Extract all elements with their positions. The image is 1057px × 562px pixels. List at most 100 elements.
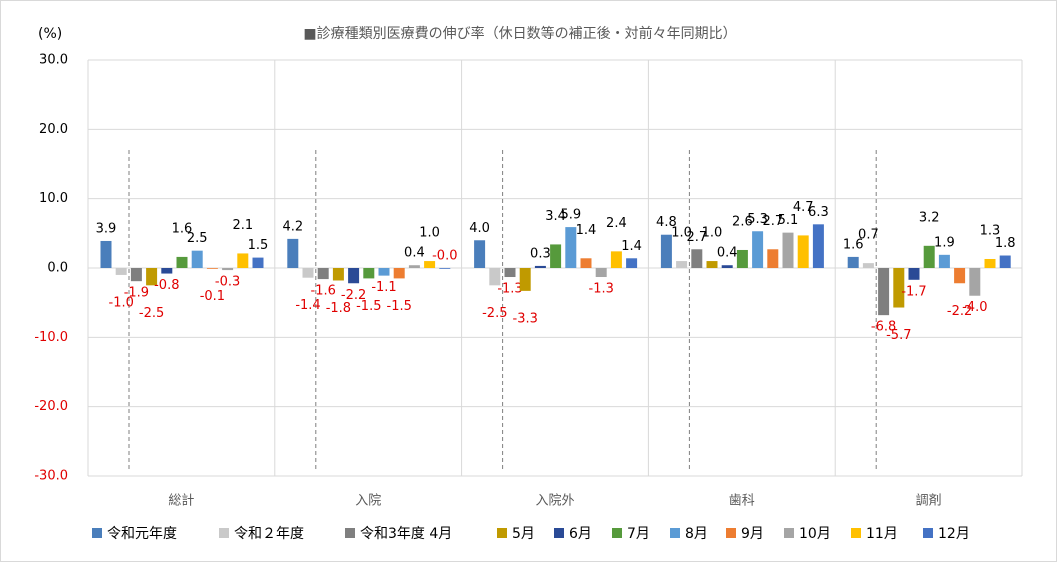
data-label: 2.1 xyxy=(232,218,253,233)
bar xyxy=(161,268,173,274)
data-label: -1.4 xyxy=(295,298,320,313)
data-label: 3.9 xyxy=(96,221,117,236)
legend-label: 7月 xyxy=(627,526,650,542)
bar xyxy=(565,227,577,268)
y-tick-label: -30.0 xyxy=(34,469,68,484)
legend-label: 9月 xyxy=(741,526,764,542)
data-label: -3.3 xyxy=(513,311,538,326)
bar xyxy=(676,261,688,268)
data-label: -1.5 xyxy=(387,299,412,314)
bar xyxy=(287,238,299,268)
bar xyxy=(812,224,824,268)
bar xyxy=(580,258,592,268)
data-label: 6.3 xyxy=(808,205,829,220)
data-label: 1.9 xyxy=(934,235,955,250)
bar xyxy=(206,268,218,269)
bar xyxy=(752,231,764,268)
legend-swatch xyxy=(219,528,229,538)
legend-label: 5月 xyxy=(512,526,535,542)
data-label: 1.6 xyxy=(843,237,864,252)
bar xyxy=(595,268,607,278)
bar xyxy=(222,268,234,271)
bar xyxy=(504,268,516,278)
data-label: 1.4 xyxy=(621,239,642,254)
y-tick-label: 10.0 xyxy=(39,191,68,206)
bar xyxy=(706,261,718,268)
bar xyxy=(862,263,874,268)
x-tick-label: 歯科 xyxy=(729,494,755,509)
data-label: -1.6 xyxy=(311,284,336,299)
data-label: -2.2 xyxy=(341,288,366,303)
legend-label: 12月 xyxy=(938,526,970,542)
data-label: 0.4 xyxy=(717,246,738,261)
bar xyxy=(393,268,405,279)
bar xyxy=(519,268,531,291)
x-tick-label: 調剤 xyxy=(916,493,942,509)
legend-label: 令和２年度 xyxy=(234,526,304,542)
bar xyxy=(938,254,950,268)
data-label: -1.8 xyxy=(326,301,351,316)
y-tick-label: 20.0 xyxy=(39,122,68,137)
bar xyxy=(474,240,486,268)
legend-label: 令和元年度 xyxy=(107,526,177,542)
bar xyxy=(332,268,344,281)
data-label: -1.0 xyxy=(109,295,134,310)
data-label: -1.3 xyxy=(589,282,614,297)
legend-swatch xyxy=(670,528,680,538)
data-label: 2.5 xyxy=(187,231,208,246)
data-label: -2.5 xyxy=(482,306,507,321)
bar xyxy=(130,268,142,282)
bar xyxy=(252,257,264,268)
bar xyxy=(999,255,1011,268)
data-label: -0.8 xyxy=(154,278,179,293)
y-tick-label: -20.0 xyxy=(34,399,68,414)
bar xyxy=(176,256,188,268)
data-label: 1.5 xyxy=(248,238,269,253)
legend-swatch xyxy=(92,528,102,538)
x-tick-label: 入院外 xyxy=(535,494,574,509)
bar xyxy=(908,268,920,280)
data-label: 1.0 xyxy=(419,226,440,241)
data-label: 4.8 xyxy=(656,215,677,230)
data-label: 1.3 xyxy=(980,223,1001,238)
data-label: 5.1 xyxy=(778,213,799,228)
legend-swatch xyxy=(851,528,861,538)
chart-title: ■診療種類別医療費の伸び率（休日数等の補正後・対前々年同期比） xyxy=(303,25,736,42)
bar xyxy=(408,265,420,268)
bar xyxy=(191,250,203,268)
data-label: 2.7 xyxy=(762,214,783,229)
data-label: -4.0 xyxy=(962,300,987,315)
data-label: -2.5 xyxy=(139,306,164,321)
bar xyxy=(237,253,249,268)
bar xyxy=(984,258,996,268)
legend-label: 11月 xyxy=(866,526,898,542)
legend-swatch xyxy=(612,528,622,538)
bar xyxy=(721,265,733,268)
data-label: -2.2 xyxy=(947,304,972,319)
x-tick-label: 総計 xyxy=(168,493,194,509)
bar xyxy=(424,261,436,268)
bar xyxy=(115,268,127,275)
bar xyxy=(550,244,562,268)
data-label: -1.5 xyxy=(356,299,381,314)
legend-swatch xyxy=(923,528,933,538)
legend-swatch xyxy=(784,528,794,538)
data-label: -6.8 xyxy=(871,320,896,335)
data-label: 2.6 xyxy=(732,214,753,229)
bar xyxy=(363,268,375,279)
data-label: 0.4 xyxy=(404,246,425,261)
bar xyxy=(534,265,546,268)
bar xyxy=(878,268,890,316)
data-label: 1.4 xyxy=(576,223,597,238)
data-label: 5.3 xyxy=(747,212,768,227)
data-label: -0.0 xyxy=(432,249,457,264)
bar xyxy=(782,232,794,268)
data-label: -0.1 xyxy=(200,289,225,304)
bar xyxy=(660,234,672,268)
y-unit-label: (%) xyxy=(38,26,62,42)
data-label: -0.3 xyxy=(215,275,240,290)
bar xyxy=(736,249,748,268)
data-label: -1.3 xyxy=(497,282,522,297)
legend-label: 令和3年度 4月 xyxy=(360,526,452,542)
